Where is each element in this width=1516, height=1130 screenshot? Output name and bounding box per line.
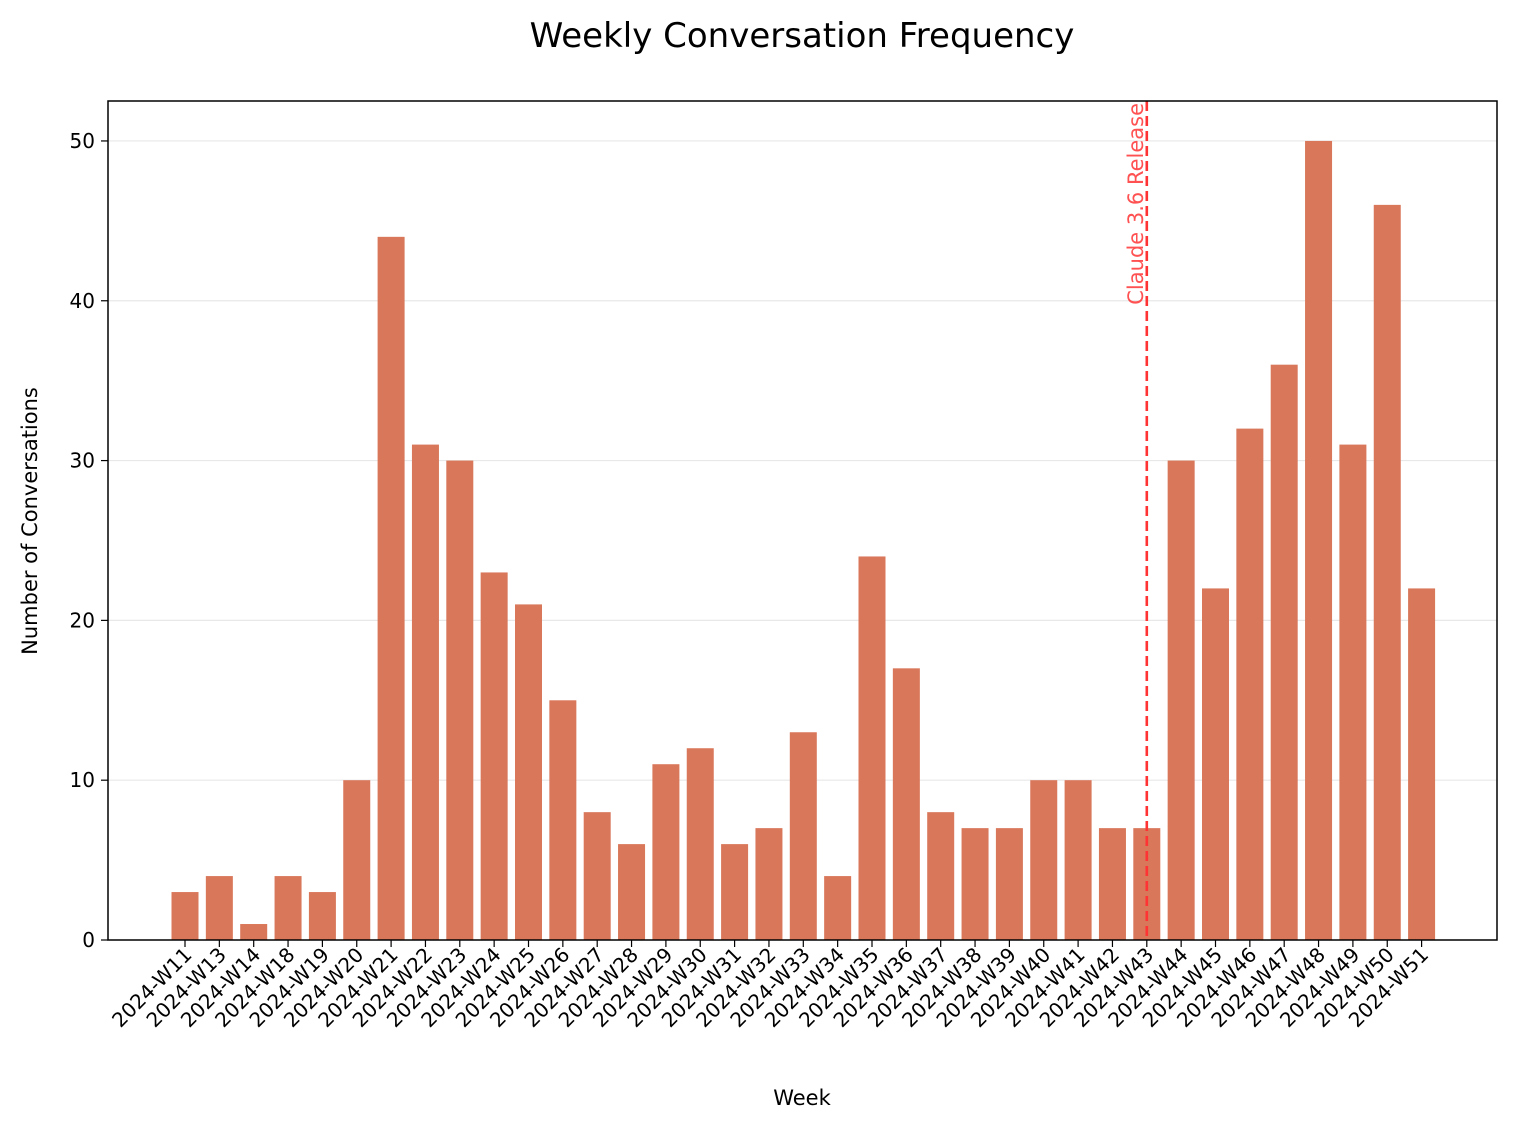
bar: [892, 668, 920, 940]
bar: [858, 556, 886, 940]
release-annotation: Claude 3.6 Release: [1124, 101, 1149, 940]
bar: [755, 828, 783, 940]
plot-frame: [107, 100, 1498, 941]
bar: [1064, 780, 1092, 940]
bar: [240, 924, 268, 940]
bar: [1167, 460, 1195, 940]
bar: [1236, 428, 1264, 940]
bar: [274, 876, 302, 940]
x-axis-label: Week: [773, 1086, 831, 1110]
bar: [824, 876, 852, 940]
bar: [549, 700, 577, 940]
y-axis-label: Number of Conversations: [18, 387, 42, 655]
bar: [1305, 140, 1333, 940]
bar: [1202, 588, 1229, 940]
bar: [1408, 588, 1436, 940]
bar: [343, 780, 371, 940]
bar: [171, 892, 199, 940]
bar: [446, 460, 474, 940]
bar: [995, 828, 1023, 940]
bar: [480, 572, 508, 940]
gridlines: [108, 140, 1497, 781]
bar: [1270, 364, 1298, 941]
y-tick-label: 50: [70, 129, 95, 153]
bar: [583, 812, 611, 940]
x-axis: 2024-W112024-W132024-W142024-W182024-W19…: [107, 940, 1433, 1032]
release-label: Claude 3.6 Release: [1124, 103, 1148, 305]
y-tick-label: 30: [70, 449, 95, 473]
y-tick-label: 10: [70, 768, 95, 792]
bar: [1373, 204, 1401, 940]
y-tick-label: 20: [70, 608, 95, 632]
bar: [721, 844, 749, 940]
bar: [686, 748, 714, 940]
bar: [789, 732, 817, 940]
bar: [411, 444, 439, 940]
bar: [652, 764, 680, 940]
bar: [961, 828, 989, 940]
y-tick-label: 0: [82, 928, 95, 952]
bars: [171, 140, 1436, 941]
bar: [515, 604, 542, 940]
y-tick-label: 40: [70, 289, 95, 313]
bar: [618, 844, 646, 940]
bar: [205, 876, 233, 940]
bar: [1339, 444, 1367, 940]
bar: [1030, 780, 1058, 940]
bar: [927, 812, 955, 940]
chart-title: Weekly Conversation Frequency: [530, 16, 1075, 56]
bar: [1098, 828, 1126, 940]
bar: [377, 236, 405, 941]
y-axis: 0 10 20 30 40 50: [70, 129, 108, 952]
bar: [308, 892, 336, 940]
